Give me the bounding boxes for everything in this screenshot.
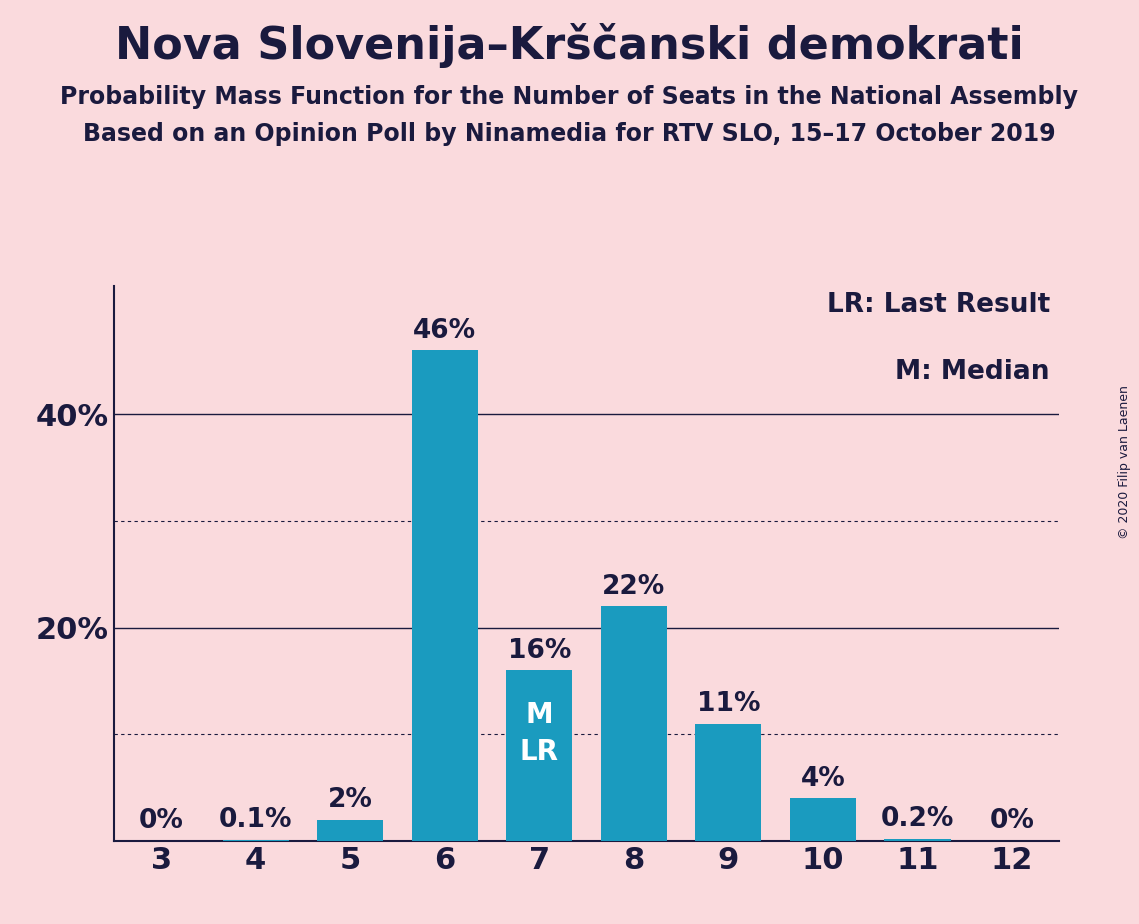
Text: 16%: 16% bbox=[508, 638, 571, 663]
Text: Nova Slovenija–Krščanski demokrati: Nova Slovenija–Krščanski demokrati bbox=[115, 23, 1024, 68]
Text: 22%: 22% bbox=[603, 574, 665, 600]
Text: 2%: 2% bbox=[328, 787, 372, 813]
Bar bbox=[884, 839, 951, 841]
Bar bbox=[222, 840, 289, 841]
Text: 0.2%: 0.2% bbox=[880, 807, 954, 833]
Text: 11%: 11% bbox=[697, 691, 760, 717]
Bar bbox=[317, 820, 384, 841]
Text: 0.1%: 0.1% bbox=[219, 808, 293, 833]
Text: 46%: 46% bbox=[413, 318, 476, 344]
Text: M: Median: M: Median bbox=[895, 359, 1050, 384]
Text: LR: Last Result: LR: Last Result bbox=[827, 292, 1050, 318]
Text: © 2020 Filip van Laenen: © 2020 Filip van Laenen bbox=[1118, 385, 1131, 539]
Text: 0%: 0% bbox=[990, 808, 1034, 834]
Text: 4%: 4% bbox=[801, 766, 845, 792]
Bar bbox=[411, 350, 478, 841]
Text: Probability Mass Function for the Number of Seats in the National Assembly: Probability Mass Function for the Number… bbox=[60, 85, 1079, 109]
Bar bbox=[695, 723, 762, 841]
Bar bbox=[506, 670, 573, 841]
Text: 0%: 0% bbox=[139, 808, 183, 834]
Text: Based on an Opinion Poll by Ninamedia for RTV SLO, 15–17 October 2019: Based on an Opinion Poll by Ninamedia fo… bbox=[83, 122, 1056, 146]
Bar bbox=[789, 798, 857, 841]
Bar bbox=[600, 606, 667, 841]
Text: M
LR: M LR bbox=[519, 701, 559, 766]
